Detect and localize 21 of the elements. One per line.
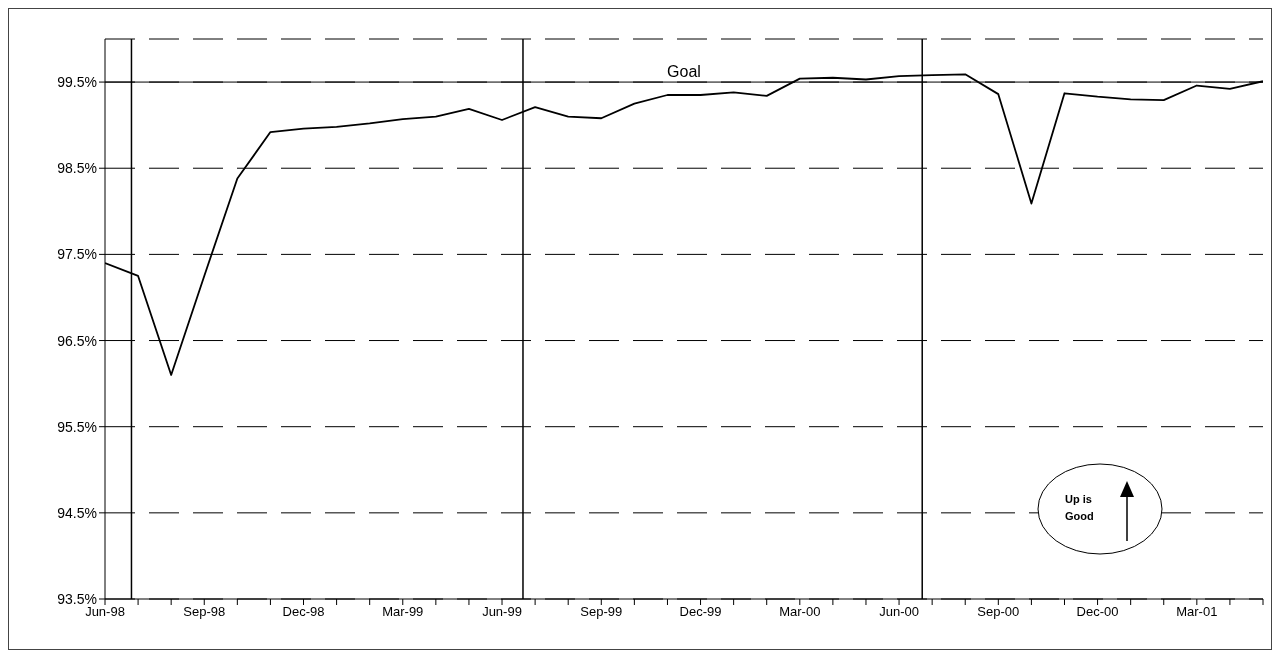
x-tick-label: Sep-00	[977, 604, 1020, 620]
annotation: Up is Good	[1065, 492, 1095, 524]
y-tick-label: 97.5%	[57, 246, 97, 263]
y-tick-label: 95.5%	[57, 418, 97, 435]
x-tick-label: Dec-99	[679, 604, 722, 620]
ref-line-label: Goal	[667, 63, 701, 81]
x-tick-label: Jun-98	[85, 604, 125, 620]
y-tick-label: 99.5%	[57, 74, 97, 91]
x-tick-label: Sep-99	[580, 604, 623, 620]
x-tick-label: Jun-00	[879, 604, 919, 620]
y-tick-label: 93.5%	[57, 590, 97, 607]
x-tick-label: Dec-98	[282, 604, 325, 620]
x-tick-label: Dec-00	[1076, 604, 1119, 620]
x-tick-label: Sep-98	[183, 604, 226, 620]
y-tick-label: 96.5%	[57, 332, 97, 349]
x-tick-label: Jun-99	[482, 604, 522, 620]
x-tick-label: Mar-00	[779, 604, 821, 620]
y-tick-label: 98.5%	[57, 160, 97, 177]
x-tick-label: Mar-99	[382, 604, 424, 620]
y-tick-label: 94.5%	[57, 504, 97, 521]
x-tick-label: Mar-01	[1176, 604, 1218, 620]
